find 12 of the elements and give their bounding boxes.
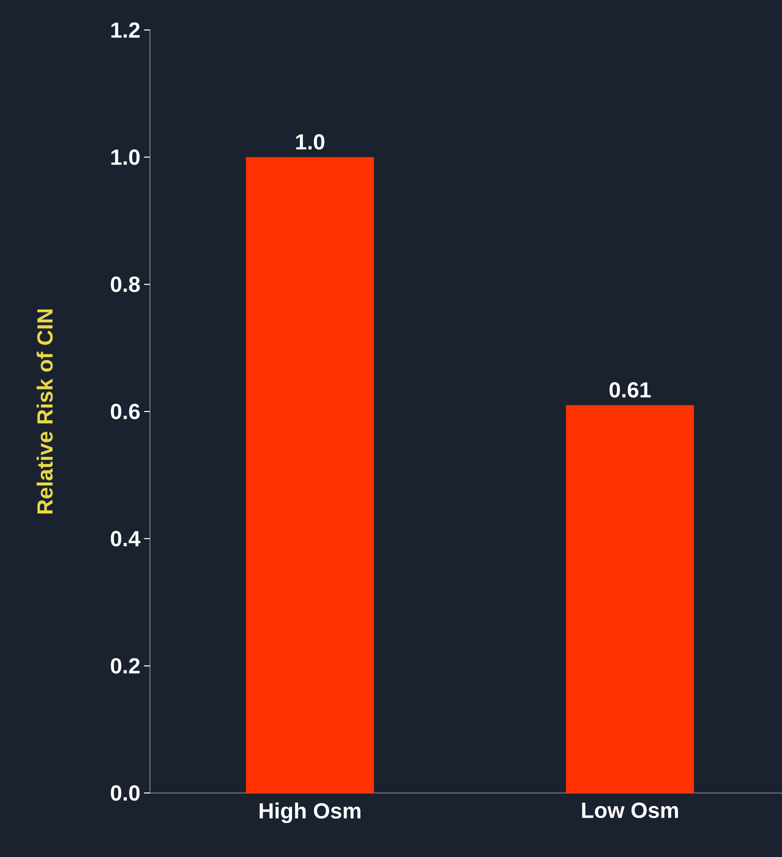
y-tick-label: 0.4	[110, 530, 140, 546]
y-tick-label: 1.2	[111, 22, 140, 38]
data-label: 0.61	[610, 382, 651, 398]
y-tick-label: 0.6	[110, 404, 140, 420]
y-axis-title: Relative Risk of CIN	[36, 309, 53, 514]
y-tick-label: 1.0	[111, 149, 140, 165]
y-tick-label: 0.8	[110, 276, 140, 292]
x-tick-label: High Osm	[260, 802, 360, 824]
x-tick-label: Low Osm	[582, 802, 678, 818]
y-tick-label: 0.0	[110, 785, 140, 801]
data-label: 1.0	[296, 134, 324, 150]
y-tick-label: 0.2	[110, 658, 140, 674]
